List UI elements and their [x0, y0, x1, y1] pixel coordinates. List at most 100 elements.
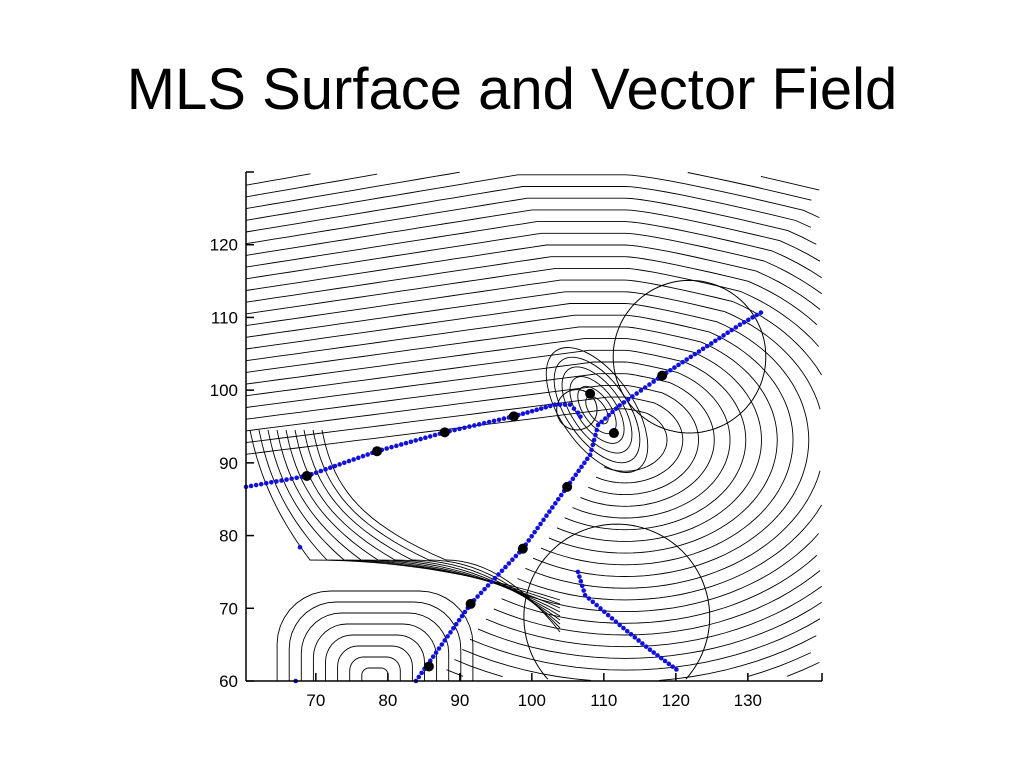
blue-curve-dot	[445, 634, 450, 639]
blue-curve-dot	[725, 330, 730, 336]
blue-curve-dot	[538, 406, 544, 411]
y-tick-label: 90	[219, 454, 238, 473]
blue-curve-dot	[442, 638, 448, 643]
axes: 70 80 90 100 110 120 130 60 70 80 90 100 110 120	[210, 171, 823, 710]
blue-curve-dot	[638, 388, 644, 393]
blue-curve-dot	[419, 670, 424, 676]
data-point	[508, 411, 519, 422]
blue-curve-dot	[595, 422, 601, 428]
blue-curve-dot	[647, 647, 653, 653]
blue-curve-dot	[323, 467, 328, 472]
streamline	[245, 384, 699, 496]
blue-curve-dot	[758, 310, 764, 315]
blue-curve-dot	[594, 602, 599, 608]
blue-curve-dot	[538, 521, 543, 527]
blue-curve-dot	[384, 446, 390, 451]
blue-curve-dot	[717, 335, 722, 341]
data-point	[301, 470, 312, 481]
blue-curve-dot	[713, 338, 718, 344]
streamline	[245, 267, 820, 613]
blue-curve-dot	[503, 564, 508, 570]
blue-curve-dot	[526, 538, 532, 543]
streamline	[246, 172, 796, 185]
blue-curve-dot	[489, 579, 494, 585]
y-tick-label: 80	[219, 527, 238, 546]
x-tick-label: 110	[590, 691, 617, 710]
blue-curve-dot	[476, 422, 482, 427]
blue-curve-dot	[327, 465, 333, 471]
blue-curve-dot	[696, 349, 702, 354]
blue-curve-dot	[499, 568, 505, 574]
blue-curve-dot	[721, 333, 726, 338]
blue-curve-dot	[672, 365, 677, 370]
blue-curve-dot	[617, 622, 622, 628]
streamline	[303, 429, 561, 625]
data-point	[608, 428, 619, 439]
blue-curve-dot	[389, 444, 394, 450]
circle-region	[612, 279, 767, 434]
blue-curve-dot	[578, 414, 583, 419]
blue-curve-dot	[448, 630, 453, 635]
blue-curve-dot	[472, 423, 477, 428]
blue-curve-dot	[594, 427, 600, 433]
blue-curve-dot	[606, 412, 612, 418]
blue-curve-dot	[575, 410, 581, 415]
blue-curve-dot	[403, 440, 409, 446]
streamline	[245, 303, 810, 577]
blue-curve-dot	[453, 621, 459, 627]
circle-region	[523, 523, 711, 680]
blue-curve-dot	[534, 407, 539, 413]
blue-curve-dot	[625, 397, 631, 402]
streamlines	[245, 172, 823, 681]
blue-curve-dot	[365, 452, 370, 457]
blue-curve-dot	[555, 496, 561, 502]
streamline	[246, 172, 811, 680]
blue-curve-dot	[294, 475, 300, 481]
slide-title: MLS Surface and Vector Field	[126, 57, 898, 122]
blue-curve-dot	[680, 359, 685, 365]
data-point	[562, 481, 573, 492]
blue-curve-dot	[398, 442, 404, 447]
blue-curve-dot	[351, 457, 356, 462]
blue-curve-dot	[279, 478, 284, 483]
blue-curve-dot	[341, 460, 347, 466]
streamline	[561, 366, 633, 454]
blue-curve-dot	[750, 315, 755, 320]
blue-curve-dot	[423, 435, 428, 441]
blue-curve-dot	[741, 319, 747, 325]
blue-curve-dot	[532, 529, 537, 535]
streamline	[349, 656, 401, 681]
blue-curve-dot	[416, 674, 422, 680]
streamline	[245, 361, 731, 519]
blue-curve-dot	[598, 606, 603, 611]
blue-curve-dot	[263, 480, 269, 486]
blue-curve-dot	[513, 553, 519, 559]
blue-curve-dot	[684, 357, 690, 362]
blue-curve-dot	[258, 481, 264, 487]
blue-curve-dot	[636, 638, 641, 643]
data-point	[423, 661, 434, 672]
blue-curve-dot	[413, 438, 419, 443]
blue-curve-dot	[589, 447, 594, 453]
x-tick-label: 100	[518, 691, 546, 710]
streamline	[245, 291, 821, 589]
data-point	[517, 543, 528, 554]
blue-curve-dot	[485, 583, 491, 588]
blue-curve-dot	[737, 322, 743, 328]
blue-curve-dot	[496, 417, 502, 423]
y-tick-label: 70	[219, 599, 238, 618]
blue-curve-dot	[462, 425, 467, 431]
streamline	[545, 347, 649, 473]
blue-curve-dot	[456, 617, 462, 623]
blue-curve-dot	[332, 463, 338, 469]
blue-curve-dot	[642, 385, 648, 390]
blue-curve-dot	[587, 452, 593, 458]
streamline	[245, 173, 820, 198]
blue-curve-dot	[662, 658, 668, 664]
streamline	[245, 174, 820, 677]
blue-curve-dot	[313, 470, 319, 475]
blue-curve-dot	[496, 572, 501, 577]
blue-curve-dot	[651, 650, 656, 655]
streamline	[361, 667, 389, 681]
